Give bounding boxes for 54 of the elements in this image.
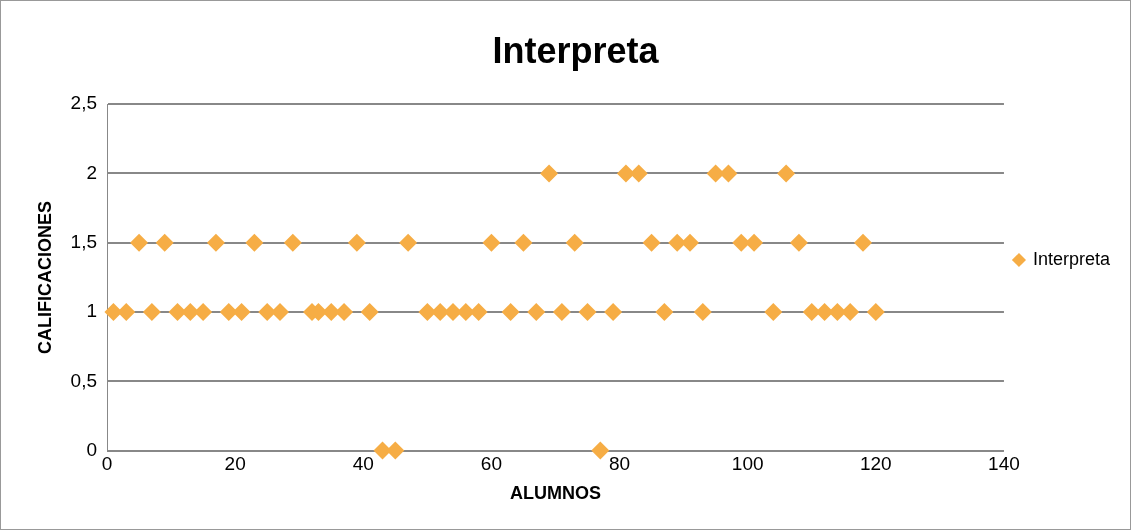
point [693, 303, 712, 322]
point [764, 303, 783, 322]
y-tick-label: 1,5 [70, 230, 98, 252]
point [219, 303, 238, 322]
point [591, 441, 610, 460]
point [501, 303, 520, 322]
point [142, 303, 161, 322]
point [866, 303, 885, 322]
chart-title: Interpreta [492, 29, 660, 71]
point [802, 303, 821, 322]
point [347, 233, 366, 252]
y-tick-label: 2 [86, 161, 98, 183]
y-tick-label: 2,5 [70, 92, 98, 114]
y-tick-label: 1 [86, 300, 98, 322]
y-tick-label: 0 [86, 438, 98, 460]
point [777, 164, 796, 183]
x-tick-label: 60 [480, 453, 502, 475]
point [360, 303, 379, 322]
point [745, 233, 764, 252]
x-tick-label: 40 [352, 453, 374, 475]
point [681, 233, 700, 252]
point [206, 233, 225, 252]
point [552, 303, 571, 322]
x-axis-title: ALUMNOS [509, 483, 601, 504]
x-tick-label: 100 [731, 453, 764, 475]
point [565, 233, 584, 252]
point [245, 233, 264, 252]
point [130, 233, 149, 252]
point [578, 303, 597, 322]
point [283, 233, 302, 252]
point [117, 303, 136, 322]
x-tick-label: 0 [101, 453, 113, 475]
point [655, 303, 674, 322]
point [789, 233, 808, 252]
point [527, 303, 546, 322]
point [604, 303, 623, 322]
x-tick-label: 20 [224, 453, 246, 475]
x-tick-label: 140 [988, 453, 1020, 475]
point [399, 233, 418, 252]
y-tick-label: 0,5 [70, 369, 98, 391]
point [616, 164, 635, 183]
x-tick-label: 80 [608, 453, 631, 475]
point [194, 303, 213, 322]
point [854, 233, 873, 252]
point [841, 303, 860, 322]
point [642, 233, 661, 252]
y-axis-title: CALIFICACIONES [34, 200, 55, 354]
legend-label: Interpreta [1032, 248, 1111, 269]
point [514, 233, 533, 252]
point [540, 164, 559, 183]
point [335, 303, 354, 322]
point [482, 233, 501, 252]
point [155, 233, 174, 252]
x-tick-label: 120 [859, 453, 892, 475]
